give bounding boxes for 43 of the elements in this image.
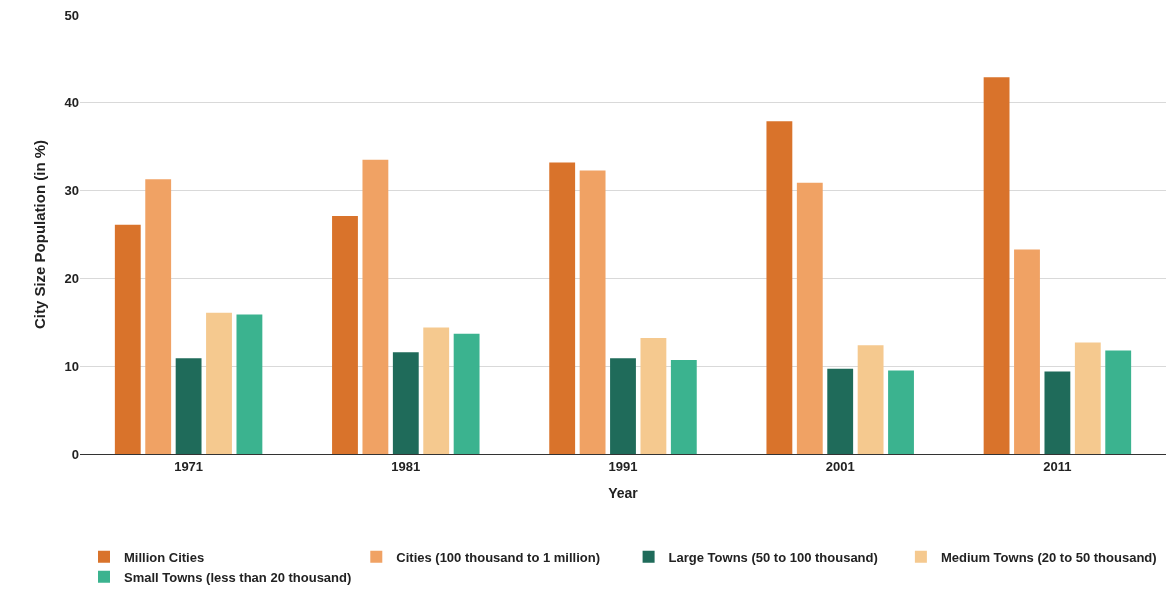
legend-label: Large Towns (50 to 100 thousand) [668, 549, 878, 565]
legend-label: Medium Towns (20 to 50 thousand) [940, 549, 1157, 565]
x-tick-label: 1981 [391, 458, 421, 474]
bar [423, 327, 450, 454]
bar [206, 312, 232, 454]
bar [114, 224, 141, 454]
bar [145, 179, 172, 454]
bar [1074, 342, 1101, 454]
bar [453, 333, 480, 454]
bar [766, 121, 793, 454]
x-tick-label: 2001 [825, 458, 855, 474]
bar [640, 338, 667, 454]
legend-label: Small Towns (less than 20 thousand) [124, 569, 352, 585]
x-tick-label: 1991 [608, 458, 638, 474]
y-axis-title: City Size Population (in %) [30, 139, 48, 330]
bar [1014, 249, 1040, 454]
bar [827, 368, 854, 454]
y-tick-label: 40 [64, 95, 79, 111]
bar [392, 352, 419, 454]
bar [549, 162, 576, 454]
bar [332, 216, 358, 454]
bar [1105, 350, 1132, 454]
x-tick-label: 2011 [1043, 458, 1072, 474]
bar [236, 314, 263, 454]
y-tick-label: 20 [64, 270, 79, 286]
y-tick-label: 0 [71, 446, 79, 462]
legend-label: Cities (100 thousand to 1 million) [396, 549, 600, 565]
x-axis-title: Year [608, 484, 639, 501]
y-tick-label: 30 [64, 183, 79, 199]
bar [857, 345, 884, 454]
bar [362, 159, 389, 454]
bar [670, 360, 697, 454]
y-tick-label: 10 [64, 358, 79, 374]
x-tick-label: 1971 [174, 458, 204, 474]
y-tick-label: 50 [64, 7, 79, 23]
bar [175, 358, 202, 454]
bar [796, 182, 823, 454]
bar [610, 358, 636, 454]
bar [983, 77, 1010, 454]
bar [1044, 371, 1071, 454]
bar [888, 370, 914, 454]
legend-label: Million Cities [124, 549, 205, 565]
bar [579, 170, 606, 454]
